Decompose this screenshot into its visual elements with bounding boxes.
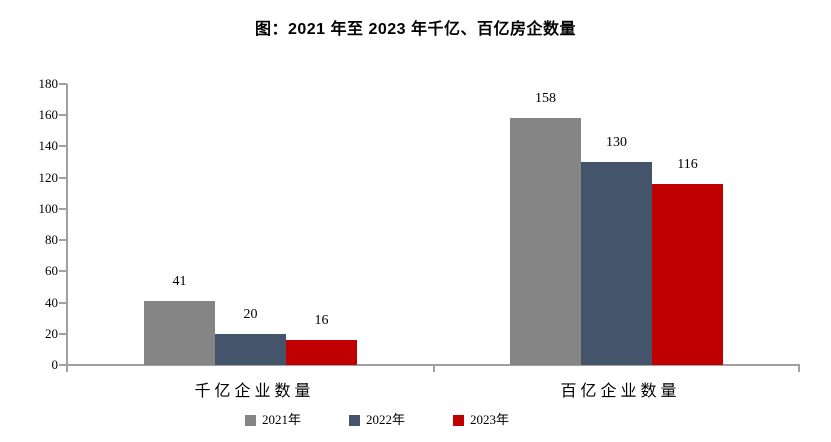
bar-2022-cat1	[215, 333, 286, 365]
bar-2021-cat2	[510, 118, 581, 365]
y-axis-tick-label: 120	[38, 169, 59, 185]
bar-value-label: 41	[172, 273, 187, 289]
bar-value-label: 130	[606, 135, 627, 151]
y-axis-tick-mark	[59, 332, 67, 335]
y-axis-tick-label: 0	[51, 357, 59, 372]
legend-item: 2023年	[453, 412, 509, 428]
x-axis-category-label: 千亿企业数量	[194, 383, 315, 400]
y-axis-tick-mark	[59, 114, 67, 117]
legend-label: 2021年	[262, 412, 302, 427]
y-axis-tick-mark	[59, 239, 67, 242]
y-axis-line	[66, 84, 68, 372]
legend-swatch-icon	[245, 414, 256, 426]
legend: 2021年 2022年 2023年	[245, 412, 509, 428]
y-axis-tick-label: 160	[38, 107, 59, 123]
y-axis-tick-mark	[59, 176, 67, 179]
y-axis-tick-label: 100	[38, 200, 59, 216]
y-axis-tick-mark	[59, 364, 67, 366]
bar-value-label: 20	[243, 306, 258, 322]
y-axis-tick-mark	[59, 301, 67, 304]
legend-item: 2022年	[349, 412, 405, 428]
x-axis-category-label: 百亿企业数量	[560, 383, 681, 400]
legend-item: 2021年	[245, 412, 301, 428]
x-axis-tick-mark	[433, 364, 435, 372]
x-axis-tick-mark	[66, 364, 68, 372]
bar-value-label: 16	[314, 313, 329, 329]
legend-swatch-icon	[453, 414, 465, 426]
legend-label: 2023年	[470, 412, 510, 427]
y-axis-tick-label: 140	[38, 138, 59, 154]
y-axis-tick-label: 20	[45, 325, 58, 341]
bar-2023-cat1	[286, 340, 357, 365]
bar-2023-cat2	[652, 183, 723, 365]
bar-2022-cat2	[581, 162, 652, 365]
legend-label: 2022年	[366, 412, 406, 427]
y-axis-tick-mark	[59, 207, 67, 210]
bar-value-label: 158	[535, 91, 556, 107]
y-axis-tick-label: 60	[45, 263, 58, 279]
bar-value-label: 116	[677, 156, 698, 172]
y-axis-tick-mark	[59, 145, 67, 148]
chart-title: 图：2021 年至 2023 年千亿、百亿房企数量	[254, 21, 577, 38]
bar-2021-cat1	[144, 300, 215, 365]
y-axis-tick-mark	[59, 270, 67, 273]
legend-swatch-icon	[349, 414, 361, 426]
y-axis-tick-mark	[59, 83, 67, 85]
y-axis-tick-label: 180	[38, 76, 59, 91]
y-axis-tick-label: 40	[45, 294, 58, 310]
y-axis-tick-label: 80	[45, 232, 58, 248]
x-axis-tick-mark	[798, 364, 800, 372]
